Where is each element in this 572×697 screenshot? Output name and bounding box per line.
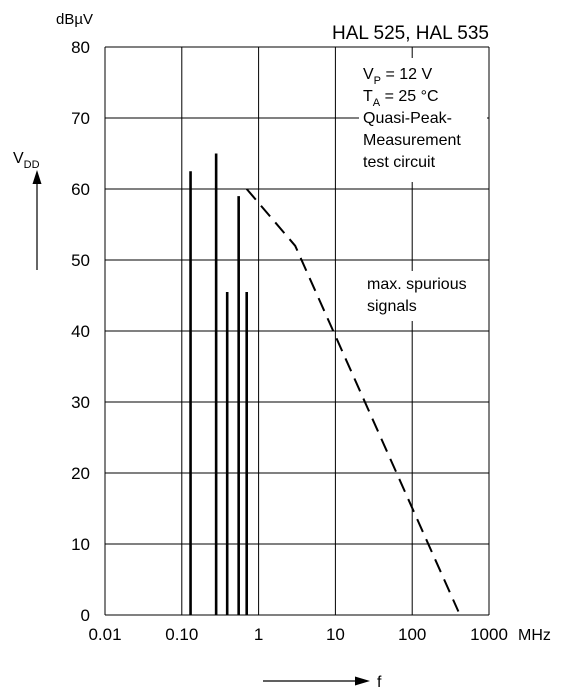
y-axis-label: VDD	[13, 150, 40, 171]
y-tick-label: 10	[71, 535, 90, 554]
condition-line: Measurement	[363, 132, 461, 149]
y-tick-label: 80	[71, 38, 90, 57]
conditions-box-bg	[359, 58, 487, 182]
x-tick-label: 100	[398, 625, 426, 644]
limit-label-line: signals	[367, 298, 417, 315]
limit-line-group	[245, 188, 460, 612]
y-tick-label: 0	[81, 606, 90, 625]
y-axis-arrowhead	[32, 170, 42, 184]
y-tick-label: 60	[71, 180, 90, 199]
tick-labels: 0 10 20 30 40 50 60 70 80 0.01 0.10 1 10 100 1000	[71, 38, 508, 644]
x-axis-arrowhead	[355, 676, 370, 686]
condition-line: TA = 25 °C	[363, 88, 439, 109]
x-tick-label: 0.01	[88, 625, 121, 644]
y-tick-label: 70	[71, 109, 90, 128]
x-tick-label: 1	[254, 625, 263, 644]
y-tick-label: 40	[71, 322, 90, 341]
x-tick-label: 10	[326, 625, 345, 644]
limit-label-bg	[363, 271, 483, 321]
limit-line	[245, 188, 460, 612]
grid	[104, 46, 490, 616]
x-tick-label: 1000	[470, 625, 508, 644]
y-tick-label: 30	[71, 393, 90, 412]
condition-line: test circuit	[363, 154, 436, 171]
x-unit-label: MHz	[518, 627, 551, 644]
chart-title: HAL 525, HAL 535	[332, 23, 489, 44]
y-tick-label: 50	[71, 251, 90, 270]
limit-label-line: max. spurious	[367, 276, 467, 293]
x-tick-label: 0.10	[165, 625, 198, 644]
limit-label: max. spurious signals	[367, 276, 467, 315]
y-tick-label: 20	[71, 464, 90, 483]
spurious-signals	[189, 153, 249, 615]
y-unit-label: dBµV	[56, 11, 93, 28]
x-axis-label: f	[377, 674, 382, 691]
condition-line: VP = 12 V	[363, 66, 432, 87]
condition-line: Quasi-Peak-	[363, 110, 452, 127]
